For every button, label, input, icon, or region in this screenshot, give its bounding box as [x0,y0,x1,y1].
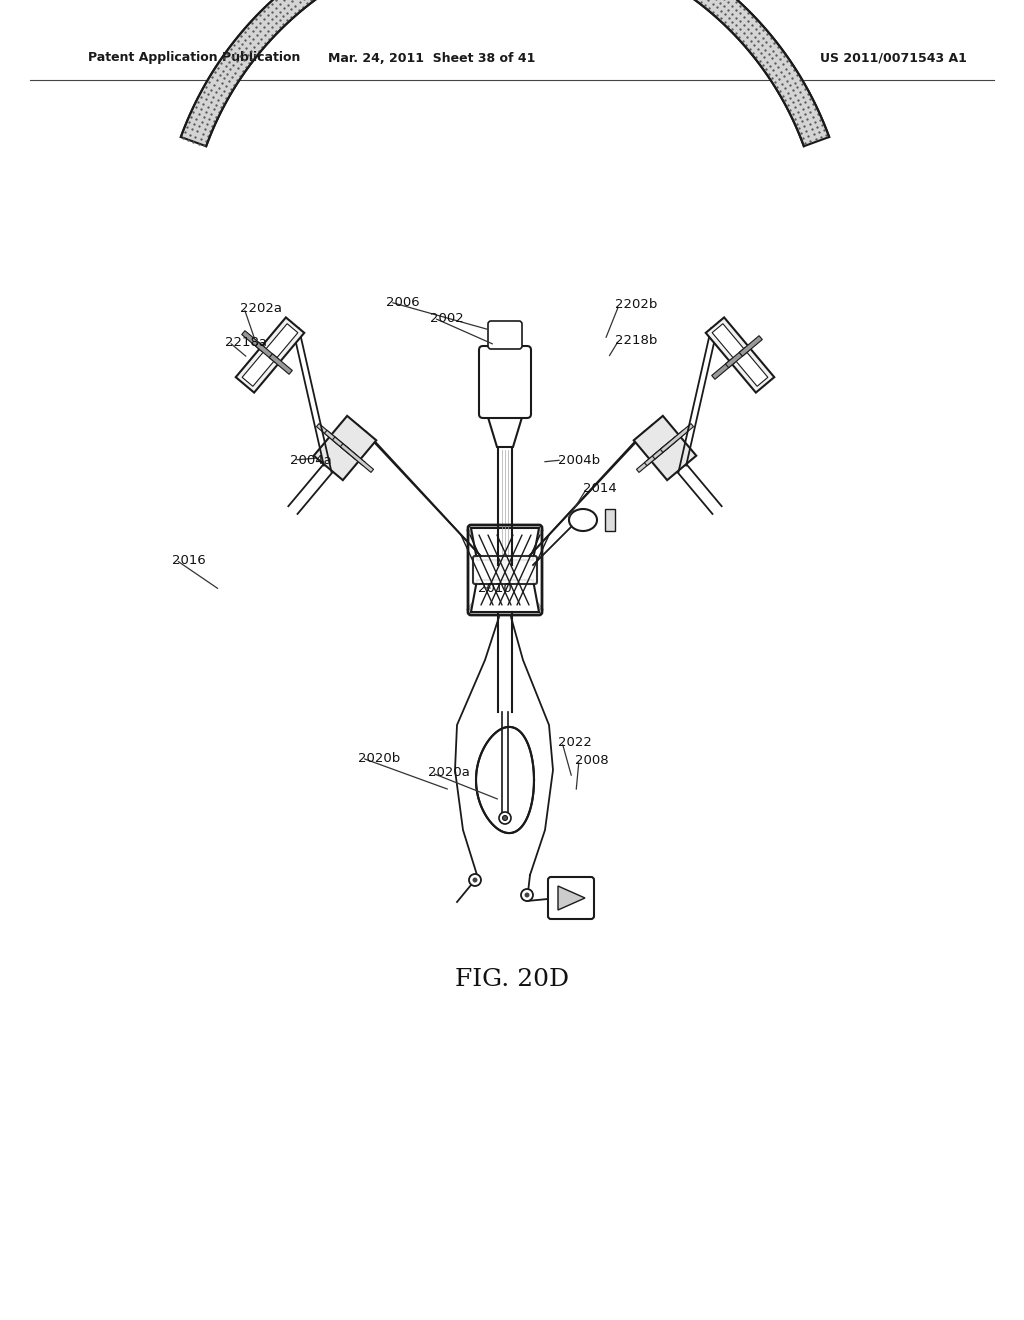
Text: 2020b: 2020b [358,751,400,764]
Circle shape [472,878,477,883]
Polygon shape [242,331,265,351]
Polygon shape [660,424,693,453]
Text: 2218b: 2218b [615,334,657,346]
FancyBboxPatch shape [473,556,537,583]
Polygon shape [605,510,615,531]
Polygon shape [712,323,768,387]
Text: 2008: 2008 [575,754,608,767]
FancyBboxPatch shape [488,321,522,348]
Circle shape [499,812,511,824]
Text: 2006: 2006 [386,296,420,309]
Text: 2004b: 2004b [558,454,600,466]
Circle shape [524,892,529,898]
Polygon shape [316,424,349,453]
Circle shape [521,888,534,902]
Circle shape [503,816,508,821]
Polygon shape [471,528,539,560]
Polygon shape [712,359,735,379]
Text: Patent Application Publication: Patent Application Publication [88,51,300,65]
Polygon shape [634,416,696,480]
Polygon shape [333,437,366,466]
Text: 2022: 2022 [558,735,592,748]
Polygon shape [236,317,304,392]
FancyBboxPatch shape [548,876,594,919]
Polygon shape [471,579,539,612]
Text: 2004a: 2004a [290,454,332,466]
Text: 2014: 2014 [583,482,616,495]
Polygon shape [313,416,376,480]
Polygon shape [269,354,292,375]
Polygon shape [487,414,523,447]
Polygon shape [255,342,279,363]
Text: US 2011/0071543 A1: US 2011/0071543 A1 [820,51,967,65]
Text: 2010: 2010 [478,582,512,594]
Polygon shape [652,430,686,459]
Text: 2020a: 2020a [428,767,470,780]
Text: 2218a: 2218a [225,335,267,348]
Polygon shape [725,347,749,368]
Polygon shape [644,437,678,466]
Polygon shape [340,444,374,473]
Text: 2202b: 2202b [615,298,657,312]
Polygon shape [181,0,829,147]
Polygon shape [558,886,585,909]
Polygon shape [242,323,298,387]
Polygon shape [325,430,357,459]
Polygon shape [476,727,534,833]
Text: 2002: 2002 [430,312,464,325]
Ellipse shape [569,510,597,531]
Polygon shape [637,444,670,473]
Text: 2202a: 2202a [240,301,282,314]
Text: Mar. 24, 2011  Sheet 38 of 41: Mar. 24, 2011 Sheet 38 of 41 [329,51,536,65]
Text: 2016: 2016 [172,553,206,566]
FancyBboxPatch shape [479,346,531,418]
Text: FIG. 20D: FIG. 20D [455,969,569,991]
Polygon shape [739,335,762,356]
Polygon shape [706,317,774,392]
Circle shape [469,874,481,886]
